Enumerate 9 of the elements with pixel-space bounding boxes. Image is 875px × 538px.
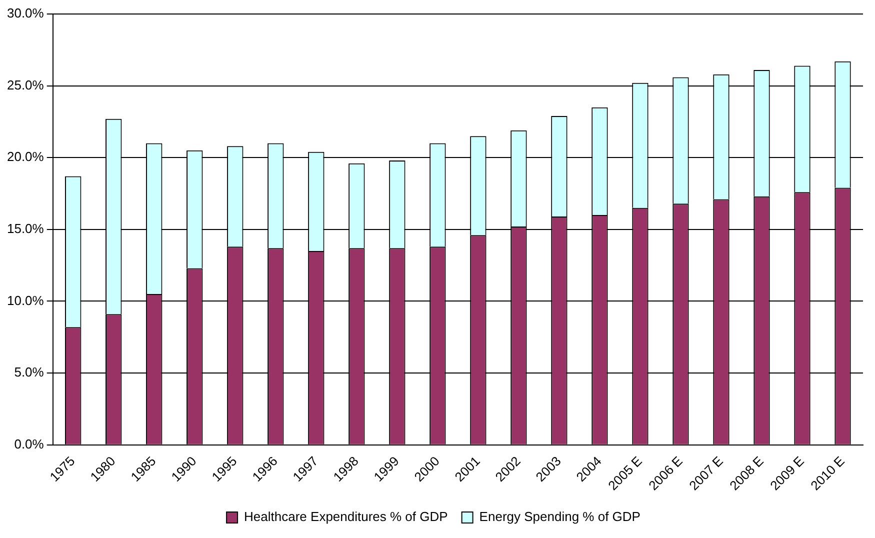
y-tick-label: 10.0%: [6, 292, 44, 308]
y-tick-label: 15.0%: [6, 220, 44, 236]
y-tick-label: 25.0%: [6, 77, 44, 92]
y-tick-label: 20.0%: [6, 149, 44, 164]
y-tick-label: 30.0%: [6, 6, 44, 21]
legend-label: Energy Spending % of GDP: [479, 509, 640, 524]
y-tick-label: 5.0%: [14, 364, 44, 380]
legend-label: Healthcare Expenditures % of GDP: [244, 509, 448, 524]
y-tick-label: 0.0%: [14, 436, 44, 452]
